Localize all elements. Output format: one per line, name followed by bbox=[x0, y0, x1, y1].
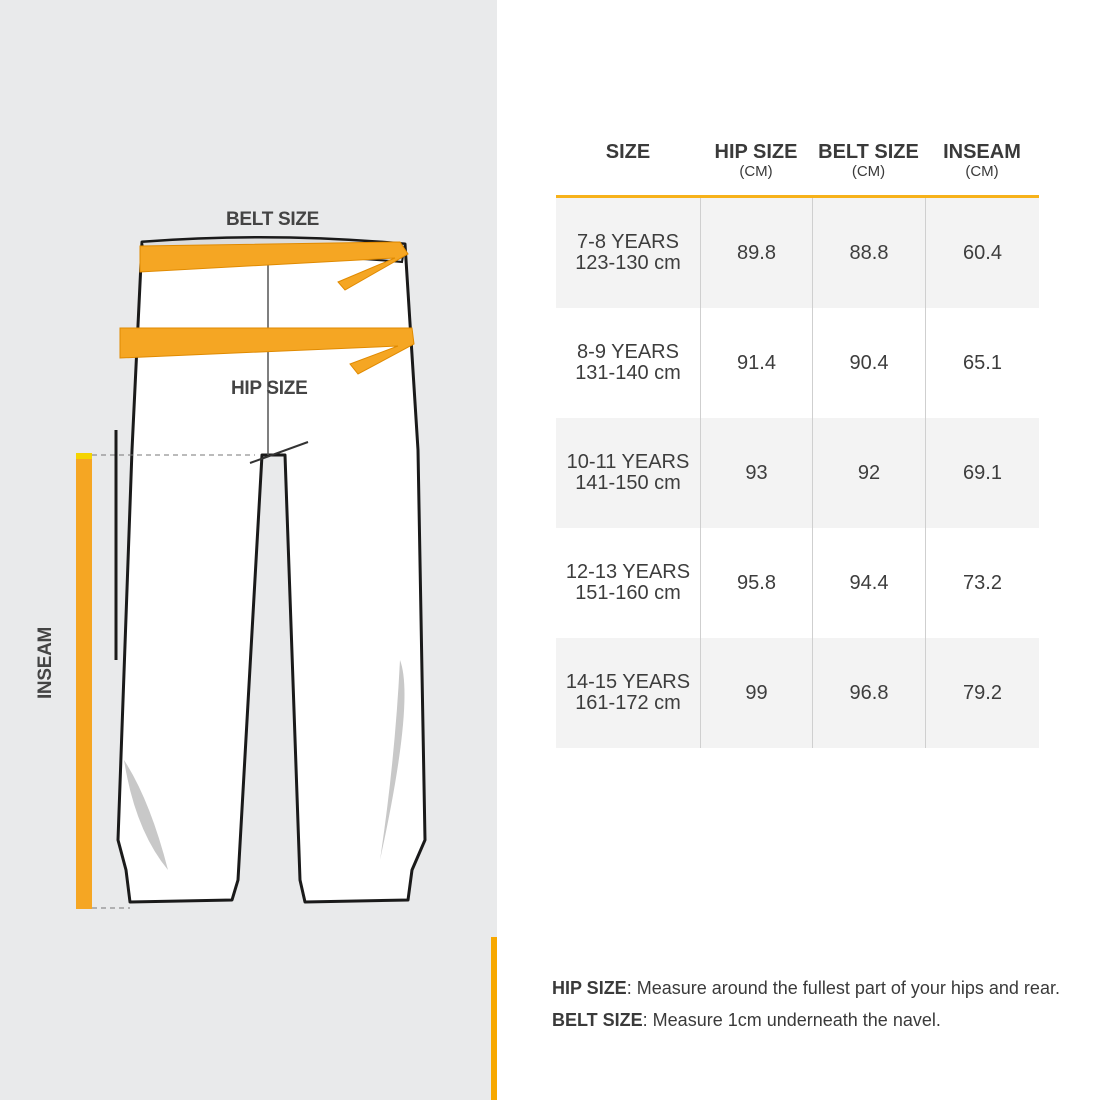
cell-size: 7-8 YEARS 123-130 cm bbox=[575, 231, 681, 274]
cell-belt: 90.4 bbox=[812, 308, 925, 418]
table-row: 14-15 YEARS 161-172 cm 99 96.8 79.2 bbox=[556, 638, 1039, 748]
pants-illustration bbox=[76, 235, 427, 909]
cell-size: 12-13 YEARS 151-160 cm bbox=[565, 561, 691, 604]
header-hip: HIP SIZE (CM) bbox=[714, 141, 798, 180]
measurement-notes: HIP SIZE: Measure around the fullest par… bbox=[552, 972, 1060, 1036]
cell-hip: 99 bbox=[700, 638, 812, 748]
cell-hip: 93 bbox=[700, 418, 812, 528]
inseam-ruler bbox=[76, 453, 92, 909]
header-belt: BELT SIZE (CM) bbox=[818, 141, 919, 180]
size-table: SIZE HIP SIZE (CM) BELT SIZE (CM) INSEAM (C… bbox=[556, 138, 1039, 748]
cell-inseam: 60.4 bbox=[925, 198, 1039, 308]
cell-hip: 95.8 bbox=[700, 528, 812, 638]
table-row: 7-8 YEARS 123-130 cm 89.8 88.8 60.4 bbox=[556, 198, 1039, 308]
hip-tape bbox=[119, 327, 415, 375]
cell-size: 8-9 YEARS 131-140 cm bbox=[575, 341, 681, 384]
cell-belt: 94.4 bbox=[812, 528, 925, 638]
note-hip: HIP SIZE: Measure around the fullest par… bbox=[552, 978, 1060, 998]
cell-size: 10-11 YEARS 141-150 cm bbox=[566, 451, 690, 494]
cell-hip: 89.8 bbox=[700, 198, 812, 308]
accent-bar bbox=[491, 937, 497, 1100]
cell-belt: 96.8 bbox=[812, 638, 925, 748]
belt-size-label: BELT SIZE bbox=[226, 209, 320, 230]
table-header: SIZE HIP SIZE (CM) BELT SIZE (CM) INSEAM (C… bbox=[556, 138, 1039, 198]
cell-hip: 91.4 bbox=[700, 308, 812, 418]
note-belt: BELT SIZE: Measure 1cm underneath the na… bbox=[552, 1010, 941, 1030]
cell-belt: 88.8 bbox=[812, 198, 925, 308]
header-size: SIZE bbox=[605, 141, 651, 163]
cell-size: 14-15 YEARS 161-172 cm bbox=[565, 671, 691, 714]
cell-inseam: 79.2 bbox=[925, 638, 1039, 748]
cell-inseam: 65.1 bbox=[925, 308, 1039, 418]
table-row: 8-9 YEARS 131-140 cm 91.4 90.4 65.1 bbox=[556, 308, 1039, 418]
table-row: 10-11 YEARS 141-150 cm 93 92 69.1 bbox=[556, 418, 1039, 528]
inseam-label: INSEAM bbox=[35, 626, 57, 700]
cell-belt: 92 bbox=[812, 418, 925, 528]
belt-tape bbox=[139, 241, 409, 291]
table-row: 12-13 YEARS 151-160 cm 95.8 94.4 73.2 bbox=[556, 528, 1039, 638]
cell-inseam: 69.1 bbox=[925, 418, 1039, 528]
cell-inseam: 73.2 bbox=[925, 528, 1039, 638]
header-inseam: INSEAM (CM) bbox=[943, 141, 1021, 180]
hip-size-label: HIP SIZE bbox=[231, 378, 308, 399]
